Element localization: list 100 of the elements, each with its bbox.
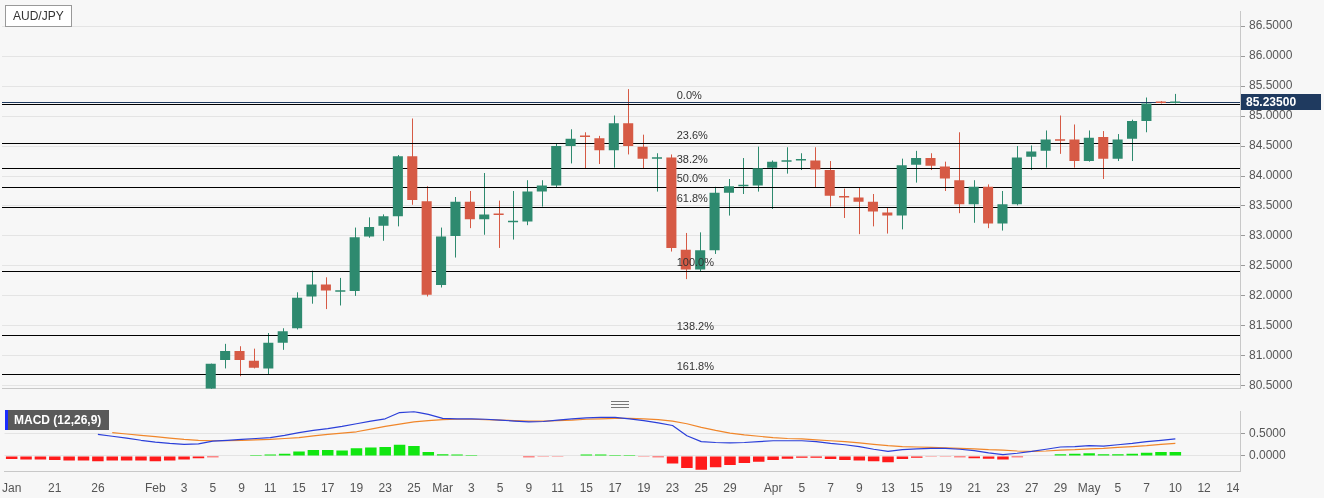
candlestick	[882, 206, 893, 235]
x-tick-label: 12	[1197, 481, 1212, 496]
x-tick-label: 21	[967, 481, 982, 496]
candlestick	[723, 178, 734, 217]
x-tick-label: 26	[91, 481, 105, 496]
bar	[839, 456, 851, 460]
candlestick	[306, 270, 317, 305]
y-tick-label: 80.5000	[1249, 378, 1293, 393]
bar	[20, 456, 32, 460]
x-tick-label: 23	[996, 481, 1010, 496]
y-tick-label: 81.5000	[1249, 318, 1293, 333]
x-tick-label: 23	[378, 481, 393, 496]
bar	[120, 456, 133, 461]
x-tick-label: 9	[525, 481, 533, 496]
candlestick	[1055, 114, 1066, 155]
x-tick-label: 23	[665, 481, 680, 496]
candlestick	[853, 187, 864, 235]
y-tick-label: 83.5000	[1249, 198, 1293, 213]
x-tick-label: Apr	[763, 481, 783, 496]
x-tick-label: 19	[938, 481, 953, 496]
bar	[695, 456, 708, 470]
candlestick	[565, 128, 576, 164]
bar	[824, 456, 837, 460]
candlestick	[378, 213, 389, 242]
annotation: 161.8%	[676, 359, 715, 372]
y-tick-label: 86.5000	[1249, 18, 1293, 33]
bar	[781, 456, 794, 459]
chart-title: MACD (12,26,9)	[5, 410, 110, 430]
bar	[752, 456, 765, 462]
x-tick-label: May	[1077, 481, 1101, 496]
candlestick	[1083, 129, 1094, 163]
x-tick-label: 11	[264, 481, 277, 496]
bar	[982, 456, 995, 459]
x-tick-label: 10	[1168, 481, 1183, 496]
x-tick-label: 9	[238, 481, 246, 496]
x-tick-label: 15	[292, 481, 306, 496]
bar	[365, 447, 377, 456]
bar	[379, 446, 391, 456]
bar	[408, 446, 420, 456]
candlestick	[1127, 119, 1138, 162]
x-tick-label: 29	[1053, 481, 1068, 496]
x-tick-label: Jan	[2, 481, 22, 496]
y-tick-label: 85.5000	[1249, 78, 1293, 93]
bar	[106, 456, 118, 461]
candlestick	[594, 135, 605, 165]
candlestick	[767, 159, 778, 210]
x-tick-label: 17	[321, 481, 335, 496]
candlestick	[1069, 123, 1080, 169]
candlestick	[637, 134, 648, 170]
bar	[724, 456, 736, 465]
x-tick-label: Mar	[432, 481, 454, 496]
x-tick-label: 5	[209, 481, 217, 496]
candlestick	[810, 146, 821, 188]
candlestick	[752, 146, 763, 193]
candlestick	[335, 277, 346, 306]
y-tick-label: 82.0000	[1249, 288, 1293, 303]
bar	[307, 450, 320, 456]
y-tick-label: 0.5000	[1249, 425, 1287, 440]
bar	[882, 456, 894, 463]
bar	[92, 456, 104, 462]
bar	[738, 456, 751, 464]
x-tick-label: 21	[48, 481, 62, 496]
y-tick-label: 0.0000	[1249, 448, 1287, 463]
candlestick	[1026, 144, 1037, 171]
bar	[34, 456, 47, 460]
x-tick-label: 17	[608, 481, 623, 496]
bar	[681, 456, 693, 469]
annotation: 23.6%	[676, 128, 709, 141]
candlestick	[277, 327, 288, 351]
candlestick	[839, 188, 850, 219]
chart-title: AUD/JPY	[5, 5, 72, 27]
x-tick-label: 5	[1114, 481, 1122, 496]
bar	[997, 456, 1009, 460]
bar	[853, 456, 866, 461]
annotation: 138.2%	[676, 320, 715, 333]
bar	[135, 456, 147, 461]
x-tick-label: 7	[1143, 481, 1151, 496]
ref-line-label: 85.23500	[1246, 95, 1297, 110]
y-tick-label: 86.0000	[1249, 48, 1293, 63]
candlestick	[939, 161, 950, 192]
candlestick	[364, 216, 375, 239]
bar	[767, 456, 779, 460]
candlestick	[954, 131, 965, 214]
bar	[709, 456, 722, 468]
bar	[896, 456, 909, 460]
x-tick-label: 13	[881, 481, 896, 496]
candlestick	[536, 179, 547, 208]
y-tick-label: 82.5000	[1249, 258, 1293, 273]
x-tick-label: 5	[496, 481, 504, 496]
annotation: 0.0%	[676, 89, 702, 102]
x-tick-label: 25	[407, 481, 421, 496]
bar	[149, 456, 162, 462]
x-tick-label: 25	[694, 481, 709, 496]
bar	[322, 450, 334, 456]
x-tick-label: 7	[827, 481, 835, 496]
candlestick	[997, 190, 1008, 232]
x-tick-label: 11	[551, 481, 565, 496]
x-tick-label: 14	[1226, 481, 1240, 496]
y-tick-label: 85.0000	[1249, 108, 1293, 123]
candlestick	[867, 193, 878, 227]
